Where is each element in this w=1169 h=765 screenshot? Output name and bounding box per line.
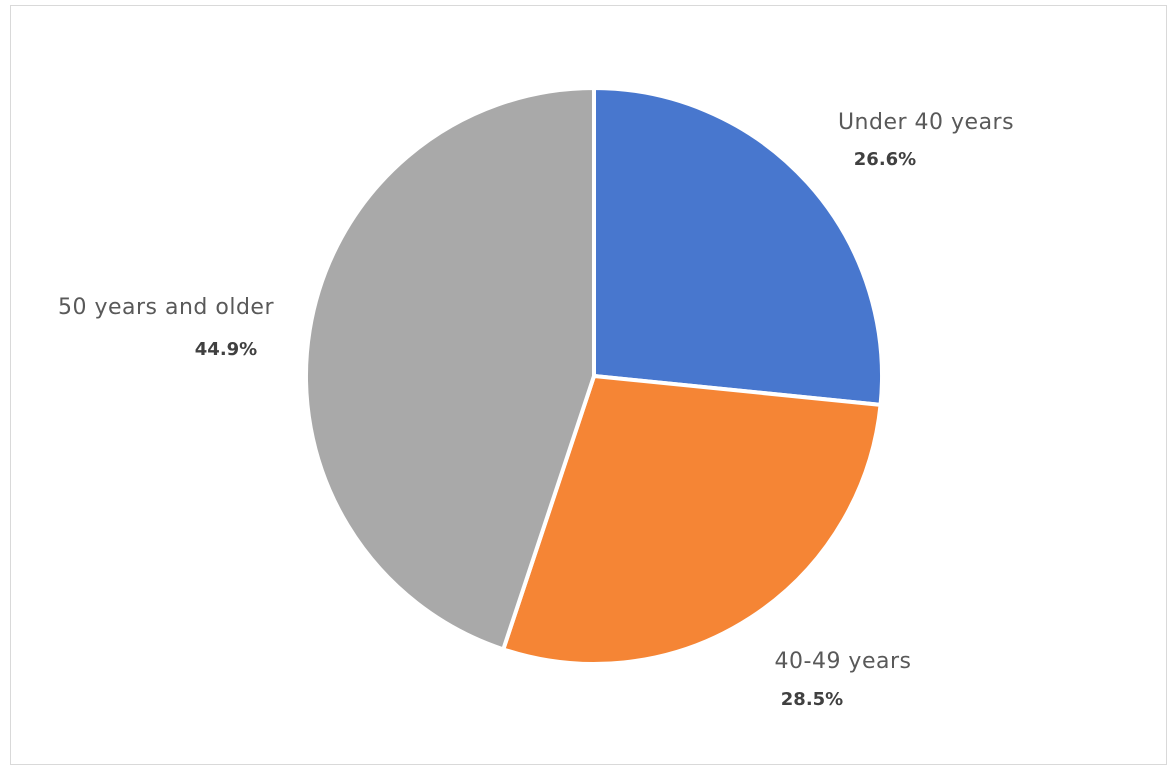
slice-label-50-plus: 50 years and older (58, 295, 274, 320)
pie-chart: Under 40 years 26.6% 40-49 years 28.5% 5… (58, 86, 1014, 710)
slice-value-50-plus: 44.9% (195, 339, 257, 360)
slice-label-40-49: 40-49 years (775, 649, 912, 674)
slice-value-40-49: 28.5% (781, 689, 843, 710)
slice-value-under-40: 26.6% (854, 149, 916, 170)
slice-label-under-40: Under 40 years (838, 110, 1014, 135)
slice-50-plus (304, 86, 596, 652)
slice-under-40 (592, 86, 884, 407)
pie-slices (304, 86, 884, 666)
slice-40-49 (501, 374, 883, 666)
